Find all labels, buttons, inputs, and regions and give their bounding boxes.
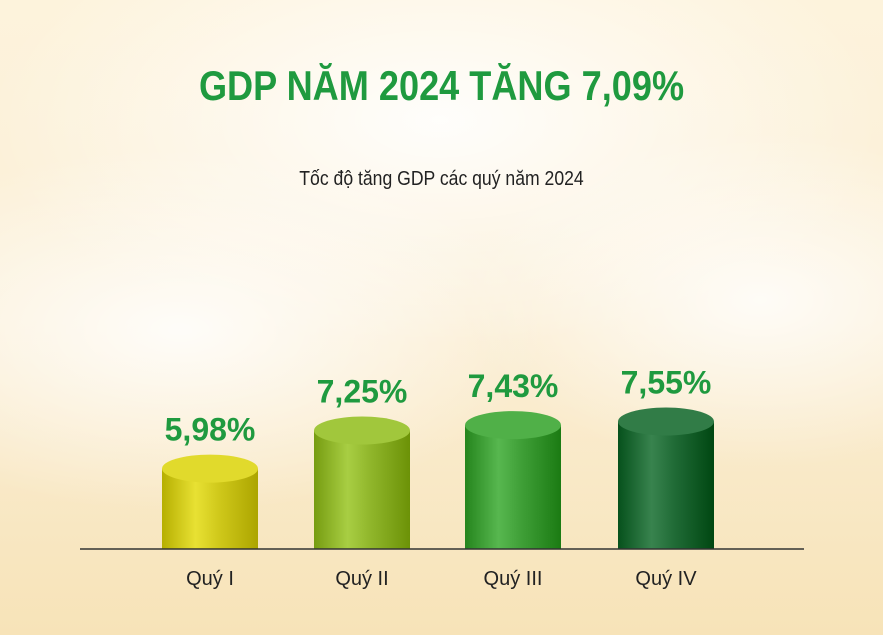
bar-top-cap: [314, 416, 410, 445]
bar-top-cap: [618, 407, 714, 436]
page-title: GDP NĂM 2024 TĂNG 7,09%: [198, 62, 685, 109]
bar: [465, 411, 561, 549]
category-label: Quý IV: [635, 568, 697, 590]
value-label: 7,55%: [621, 365, 712, 401]
bar-body: [314, 430, 410, 549]
value-label: 7,25%: [317, 374, 408, 410]
category-label: Quý I: [186, 568, 234, 590]
bar-top-cap: [465, 411, 561, 440]
bar-top-cap: [162, 454, 258, 483]
value-label: 5,98%: [165, 412, 256, 448]
bar: [618, 407, 714, 549]
bar-body: [465, 425, 561, 549]
value-label: 7,43%: [468, 368, 559, 404]
labels-layer: 5,98% Quý I 7,25% Quý II 7,43% Quý III 7,55% Qu…: [165, 365, 712, 591]
bar: [314, 416, 410, 549]
category-label: Quý II: [335, 568, 388, 590]
bar: [162, 454, 258, 549]
category-label: Quý III: [484, 568, 543, 590]
bars-layer: [162, 407, 714, 549]
chart-subtitle: Tốc độ tăng GDP các quý năm 2024: [299, 168, 584, 190]
bar-body: [618, 421, 714, 549]
